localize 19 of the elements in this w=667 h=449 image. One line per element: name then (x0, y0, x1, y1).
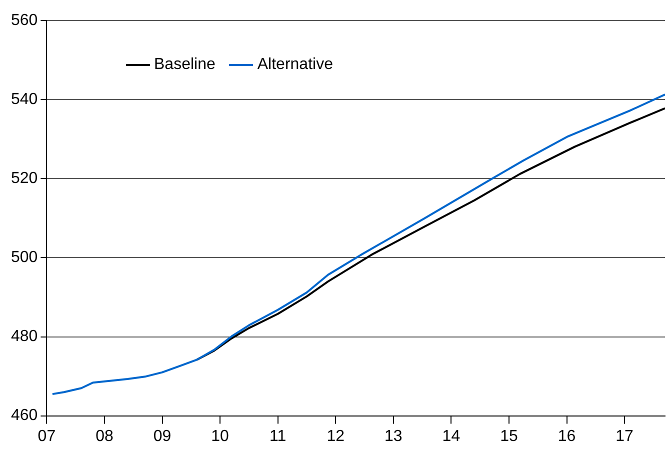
x-tick-label: 07 (38, 428, 56, 445)
legend-label: Alternative (257, 56, 333, 74)
x-tick-label: 10 (211, 428, 230, 445)
x-tick-label: 16 (558, 428, 576, 445)
x-tick-label: 11 (270, 428, 286, 445)
y-tick-label: 520 (10, 170, 38, 188)
y-tick-label: 480 (10, 328, 38, 346)
y-tick-label: 500 (10, 249, 38, 266)
y-tick-label: 560 (10, 12, 38, 30)
x-tick-label: 17 (616, 428, 634, 445)
x-tick-label: 14 (442, 428, 460, 445)
x-tick-label: 12 (326, 428, 345, 445)
x-tick-label: 15 (500, 428, 518, 445)
x-tick-label: 08 (96, 428, 114, 445)
y-tick-label: 540 (10, 91, 38, 108)
x-tick-label: 13 (384, 428, 402, 445)
legend-label: Baseline (154, 56, 216, 74)
x-tick-label: 09 (153, 428, 172, 445)
y-tick-label: 460 (10, 407, 38, 424)
